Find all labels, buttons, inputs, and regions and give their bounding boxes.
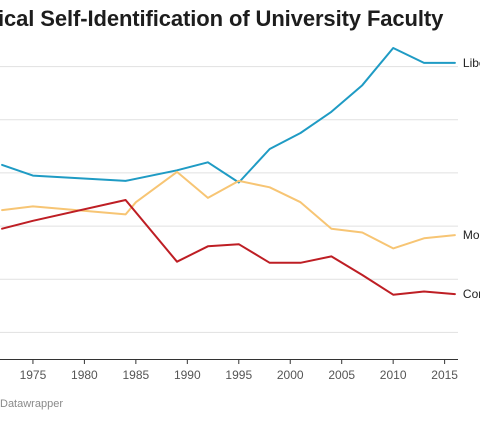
x-tick-label-2000: 2000: [277, 368, 304, 382]
series-line-cor: [1, 199, 456, 296]
x-tick-label-2010: 2010: [380, 368, 407, 382]
series-lines: [1, 47, 456, 296]
gridlines: [0, 66, 458, 333]
series-line-libe: [1, 47, 456, 184]
chart-title: ical Self-Identification of University F…: [0, 6, 444, 31]
series-label-libe: Libe: [463, 56, 480, 70]
x-tick-label-1990: 1990: [174, 368, 201, 382]
x-tick-label-1975: 1975: [20, 368, 47, 382]
x-tick-label-1985: 1985: [123, 368, 150, 382]
series-line-mo: [1, 170, 456, 250]
series-label-cor: Cor: [463, 287, 480, 301]
x-axis-ticks: 1975 1980 1985 1990 1995 2000 2005 2010 2015: [20, 359, 458, 382]
series-labels: Libe Mo Cor: [463, 56, 480, 301]
x-tick-label-1995: 1995: [225, 368, 252, 382]
series-label-mo: Mo: [463, 228, 480, 242]
x-tick-label-1980: 1980: [71, 368, 98, 382]
x-tick-label-2015: 2015: [431, 368, 458, 382]
x-tick-label-2005: 2005: [328, 368, 355, 382]
chart-credit: Datawrapper: [0, 398, 63, 410]
